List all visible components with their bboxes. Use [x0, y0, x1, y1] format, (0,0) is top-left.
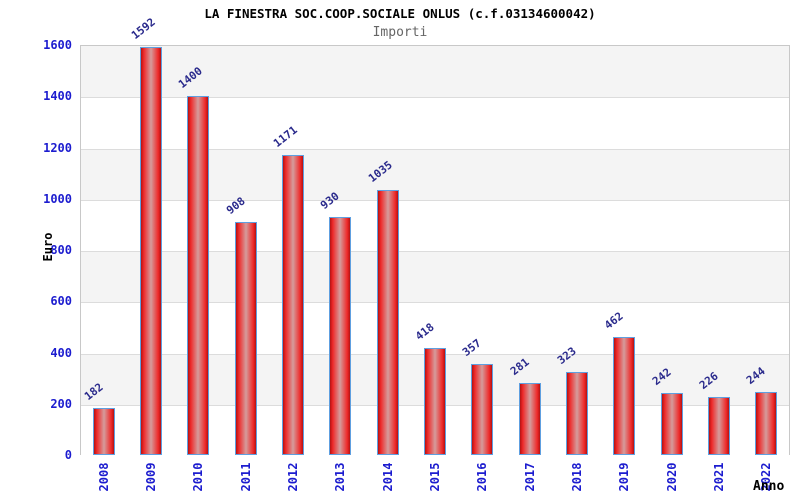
gridline	[81, 302, 789, 304]
y-tick-label: 1400	[43, 89, 72, 104]
x-tick-label: 2014	[380, 462, 395, 492]
x-tick-label: 2016	[475, 462, 490, 492]
x-tick-label: 2009	[144, 462, 158, 492]
x-tick-label: 2011	[238, 462, 253, 492]
y-tick-label: 200	[50, 396, 72, 411]
plot-band	[81, 46, 789, 98]
bar-2009	[140, 47, 162, 455]
gridline	[81, 97, 789, 99]
x-tick-label: 2010	[191, 462, 206, 492]
y-tick-label: 1200	[43, 140, 72, 155]
x-tick-label: 2019	[617, 462, 632, 492]
y-axis-title: Euro	[41, 232, 55, 262]
x-tick-label: 2008	[96, 462, 111, 492]
y-tick-label: 1000	[43, 191, 72, 206]
bar-2008	[92, 408, 115, 455]
x-tick-label: 2018	[570, 462, 584, 492]
x-tick-label: 2017	[522, 462, 537, 492]
gridline	[81, 251, 789, 252]
bar-2012	[282, 154, 304, 455]
x-tick-label: 2015	[428, 462, 442, 492]
x-tick-label: 2013	[333, 462, 348, 492]
bar-2017	[518, 382, 541, 455]
bar-2019	[613, 336, 636, 455]
y-tick-label: 600	[50, 294, 72, 309]
bar-2015	[424, 347, 446, 455]
bar-2020	[660, 392, 683, 455]
y-tick-label: 400	[50, 345, 72, 360]
x-tick-label: 2021	[712, 462, 726, 492]
chart-subtitle: Importi	[372, 25, 428, 40]
gridline	[81, 199, 789, 201]
bar-2011	[234, 222, 257, 455]
bar-2018	[566, 372, 588, 455]
x-axis-title: Anno	[753, 479, 785, 494]
x-tick-label: 2020	[664, 462, 679, 492]
gridline	[81, 148, 789, 150]
bar-2022	[755, 392, 778, 455]
y-tick-label: 1600	[43, 38, 72, 52]
x-tick-label: 2012	[286, 462, 300, 492]
y-tick-label: 800	[50, 243, 72, 257]
bar-2010	[187, 96, 210, 455]
bar-2014	[376, 189, 399, 455]
bar-2016	[471, 363, 494, 455]
bar-2013	[329, 216, 352, 455]
y-tick-label: 0	[64, 448, 72, 462]
bar-2021	[708, 397, 730, 455]
chart-title: LA FINESTRA SOC.COOP.SOCIALE ONLUS (c.f.…	[204, 6, 596, 21]
